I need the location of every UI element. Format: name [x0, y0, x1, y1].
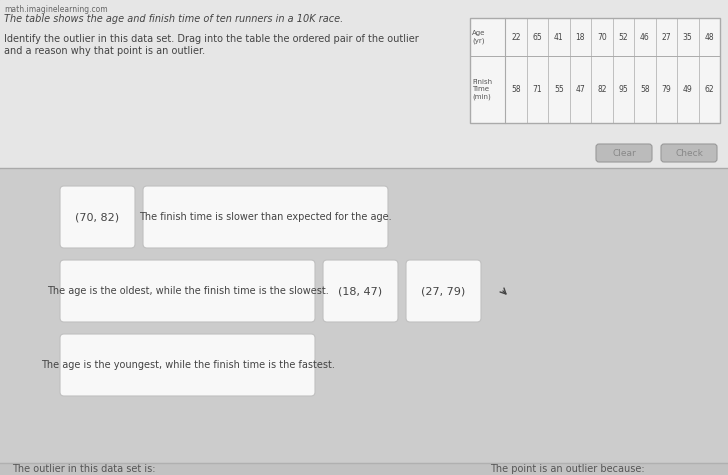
Bar [0, 463, 728, 475]
Text: 65: 65 [532, 32, 542, 41]
FancyBboxPatch shape [60, 260, 315, 322]
Text: and a reason why that point is an outlier.: and a reason why that point is an outlie… [4, 46, 205, 56]
Text: (70, 82): (70, 82) [76, 212, 119, 222]
Text: The age is the oldest, while the finish time is the slowest.: The age is the oldest, while the finish … [47, 286, 328, 296]
Text: Check: Check [675, 149, 703, 158]
Text: The outlier in this data set is:: The outlier in this data set is: [12, 464, 156, 474]
Text: 35: 35 [683, 32, 692, 41]
Text: The age is the youngest, while the finish time is the fastest.: The age is the youngest, while the finis… [41, 360, 334, 370]
Text: 79: 79 [661, 85, 671, 94]
Bar [0, 168, 728, 463]
FancyBboxPatch shape [323, 260, 398, 322]
Text: 48: 48 [705, 32, 714, 41]
Text: 49: 49 [683, 85, 692, 94]
Bar [0, 0, 728, 168]
Text: 47: 47 [575, 85, 585, 94]
Text: Age
(yr): Age (yr) [472, 30, 486, 44]
Text: Clear: Clear [612, 149, 636, 158]
Text: Identify the outlier in this data set. Drag into the table the ordered pair of t: Identify the outlier in this data set. D… [4, 34, 419, 44]
Text: 22: 22 [511, 32, 521, 41]
Text: 46: 46 [640, 32, 649, 41]
Text: 41: 41 [554, 32, 563, 41]
FancyBboxPatch shape [143, 186, 388, 248]
FancyBboxPatch shape [596, 144, 652, 162]
Text: 70: 70 [597, 32, 606, 41]
Text: 55: 55 [554, 85, 563, 94]
Text: The point is an outlier because:: The point is an outlier because: [490, 464, 644, 474]
FancyBboxPatch shape [60, 186, 135, 248]
Text: The table shows the age and finish time of ten runners in a 10K race.: The table shows the age and finish time … [4, 14, 343, 24]
Text: 58: 58 [640, 85, 649, 94]
Text: 82: 82 [597, 85, 606, 94]
Text: (18, 47): (18, 47) [339, 286, 382, 296]
FancyBboxPatch shape [661, 144, 717, 162]
Text: 71: 71 [532, 85, 542, 94]
Bar [470, 18, 720, 123]
Text: 52: 52 [619, 32, 628, 41]
FancyBboxPatch shape [406, 260, 481, 322]
Text: 95: 95 [618, 85, 628, 94]
Text: Finish
Time
(min): Finish Time (min) [472, 79, 492, 100]
Text: 58: 58 [511, 85, 521, 94]
Text: The finish time is slower than expected for the age.: The finish time is slower than expected … [139, 212, 392, 222]
Text: 18: 18 [576, 32, 585, 41]
Text: 62: 62 [705, 85, 714, 94]
Text: 27: 27 [662, 32, 671, 41]
FancyBboxPatch shape [60, 334, 315, 396]
Text: (27, 79): (27, 79) [422, 286, 466, 296]
Text: math.imaginelearning.com: math.imaginelearning.com [4, 5, 108, 14]
